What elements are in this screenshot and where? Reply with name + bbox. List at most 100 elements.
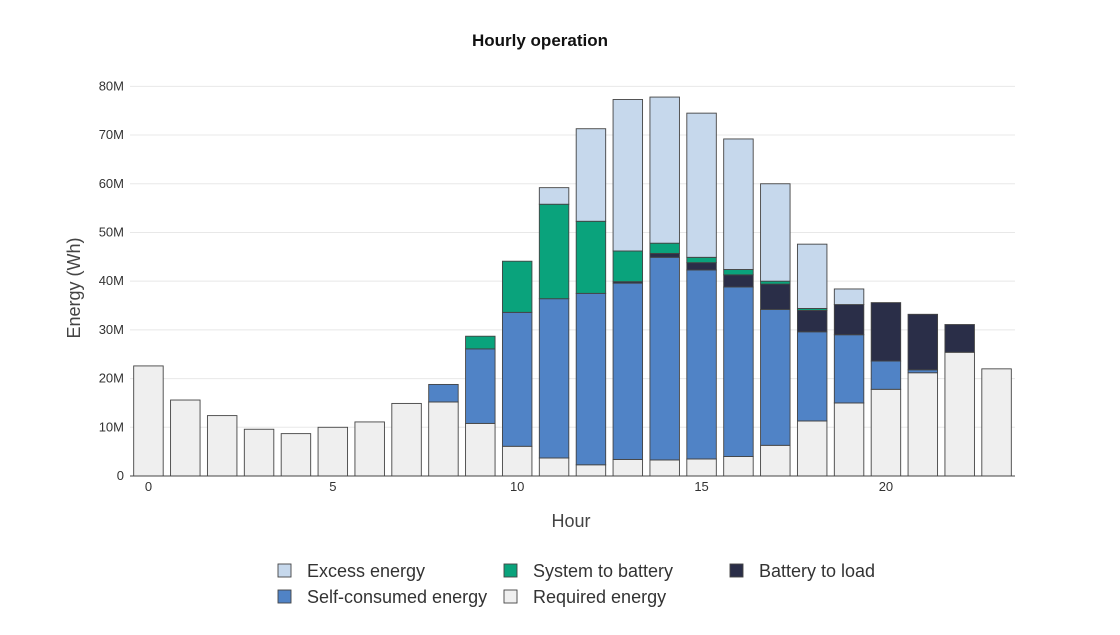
legend-label: Excess energy xyxy=(307,561,425,581)
y-tick-label: 0 xyxy=(117,468,124,483)
bar-required-energy-hour-23 xyxy=(981,368,1012,477)
y-tick-label: 60M xyxy=(99,176,124,191)
bar-self-consumed-energy-hour-15 xyxy=(686,269,717,460)
y-tick-label: 40M xyxy=(99,273,124,288)
bar-excess-energy-hour-14 xyxy=(649,96,680,244)
legend-item-excess-energy[interactable]: Excess energy xyxy=(277,561,425,581)
bar-battery-to-load-hour-14 xyxy=(649,252,680,258)
y-tick-label: 80M xyxy=(99,78,124,93)
bar-required-energy-hour-22 xyxy=(944,351,975,477)
bar-system-to-battery-hour-15 xyxy=(686,256,717,264)
legend-label: Required energy xyxy=(533,587,666,607)
gridlines xyxy=(130,85,1015,428)
bar-self-consumed-energy-hour-19 xyxy=(833,334,865,404)
legend: Excess energy System to battery Battery to… xyxy=(277,561,875,607)
bar-battery-to-load-hour-16 xyxy=(723,274,754,288)
bar-required-energy-hour-2 xyxy=(206,415,238,477)
bar-system-to-battery-hour-14 xyxy=(649,242,680,254)
x-tick-label: 5 xyxy=(329,479,336,494)
legend-swatch xyxy=(277,563,292,578)
bar-excess-energy-hour-19 xyxy=(833,288,865,306)
bar-required-energy-hour-9 xyxy=(465,422,496,477)
bar-system-to-battery-hour-12 xyxy=(575,220,607,294)
legend-item-required-energy[interactable]: Required energy xyxy=(503,587,666,607)
legend-swatch xyxy=(503,563,518,578)
bar-required-energy-hour-21 xyxy=(907,372,939,477)
bar-required-energy-hour-13 xyxy=(612,458,644,477)
legend-label: Battery to load xyxy=(759,561,875,581)
bar-battery-to-load-hour-17 xyxy=(760,283,791,310)
bar-required-energy-hour-18 xyxy=(796,420,828,477)
bar-self-consumed-energy-hour-20 xyxy=(870,360,902,390)
bar-required-energy-hour-11 xyxy=(538,457,570,477)
bar-system-to-battery-hour-11 xyxy=(538,203,570,300)
x-tick-label: 15 xyxy=(694,479,708,494)
y-axis-label: Energy (Wh) xyxy=(64,237,84,338)
bar-self-consumed-energy-hour-11 xyxy=(538,298,570,459)
bar-self-consumed-energy-hour-14 xyxy=(649,256,680,461)
bar-required-energy-hour-12 xyxy=(575,464,607,477)
bar-required-energy-hour-6 xyxy=(354,421,385,477)
x-axis-ticks: 0 5 10 15 20 xyxy=(145,479,893,494)
bar-required-energy-hour-10 xyxy=(501,445,533,477)
bar-required-energy-hour-5 xyxy=(317,426,349,477)
bar-required-energy-hour-16 xyxy=(723,456,754,477)
bar-system-to-battery-hour-13 xyxy=(612,250,644,283)
bar-battery-to-load-hour-22 xyxy=(944,324,975,353)
bar-required-energy-hour-3 xyxy=(243,428,275,477)
bar-self-consumed-energy-hour-13 xyxy=(612,282,644,460)
bar-required-energy-hour-4 xyxy=(280,433,312,477)
bar-battery-to-load-hour-15 xyxy=(686,262,717,271)
bar-battery-to-load-hour-21 xyxy=(907,313,939,371)
bar-battery-to-load-hour-19 xyxy=(833,304,865,336)
bars xyxy=(133,96,1012,477)
bar-system-to-battery-hour-16 xyxy=(723,269,754,276)
bar-battery-to-load-hour-20 xyxy=(870,302,902,362)
bar-required-energy-hour-7 xyxy=(391,402,422,477)
bar-self-consumed-energy-hour-9 xyxy=(465,348,496,424)
bar-self-consumed-energy-hour-17 xyxy=(760,308,791,446)
bar-self-consumed-energy-hour-12 xyxy=(575,292,607,466)
y-tick-label: 30M xyxy=(99,322,124,337)
bar-self-consumed-energy-hour-8 xyxy=(428,383,459,403)
legend-swatch xyxy=(729,563,744,578)
bar-required-energy-hour-14 xyxy=(649,459,680,477)
bar-battery-to-load-hour-18 xyxy=(796,309,828,333)
bar-required-energy-hour-17 xyxy=(760,444,791,477)
x-tick-label: 10 xyxy=(510,479,524,494)
bar-required-energy-hour-15 xyxy=(686,458,717,477)
y-tick-label: 10M xyxy=(99,419,124,434)
bar-required-energy-hour-8 xyxy=(428,401,459,477)
bar-self-consumed-energy-hour-16 xyxy=(723,286,754,457)
bar-required-energy-hour-19 xyxy=(833,402,865,477)
legend-item-self-consumed-energy[interactable]: Self-consumed energy xyxy=(277,587,487,607)
x-axis-label: Hour xyxy=(551,511,590,531)
bar-self-consumed-energy-hour-18 xyxy=(796,331,828,422)
bar-required-energy-hour-0 xyxy=(133,365,164,477)
bar-excess-energy-hour-12 xyxy=(575,128,607,222)
y-axis-ticks: 0 10M 20M 30M 40M 50M 60M 70M 80M xyxy=(99,78,124,483)
y-tick-label: 20M xyxy=(99,371,124,386)
bar-excess-energy-hour-18 xyxy=(796,243,828,309)
bar-excess-energy-hour-15 xyxy=(686,112,717,258)
bar-self-consumed-energy-hour-10 xyxy=(501,311,533,447)
bar-system-to-battery-hour-9 xyxy=(465,335,496,350)
chart-title: Hourly operation xyxy=(472,31,608,50)
legend-item-battery-to-load[interactable]: Battery to load xyxy=(729,561,875,581)
x-tick-label: 0 xyxy=(145,479,152,494)
bar-excess-energy-hour-11 xyxy=(538,187,570,205)
y-tick-label: 50M xyxy=(99,224,124,239)
legend-label: Self-consumed energy xyxy=(307,587,487,607)
bar-excess-energy-hour-16 xyxy=(723,138,754,270)
bar-excess-energy-hour-13 xyxy=(612,99,644,252)
legend-swatch xyxy=(503,589,518,604)
legend-item-system-to-battery[interactable]: System to battery xyxy=(503,561,673,581)
bar-required-energy-hour-1 xyxy=(170,399,201,477)
y-tick-label: 70M xyxy=(99,127,124,142)
bar-required-energy-hour-20 xyxy=(870,388,902,477)
bar-system-to-battery-hour-10 xyxy=(501,260,533,313)
legend-label: System to battery xyxy=(533,561,673,581)
x-tick-label: 20 xyxy=(879,479,893,494)
legend-swatch xyxy=(277,589,292,604)
